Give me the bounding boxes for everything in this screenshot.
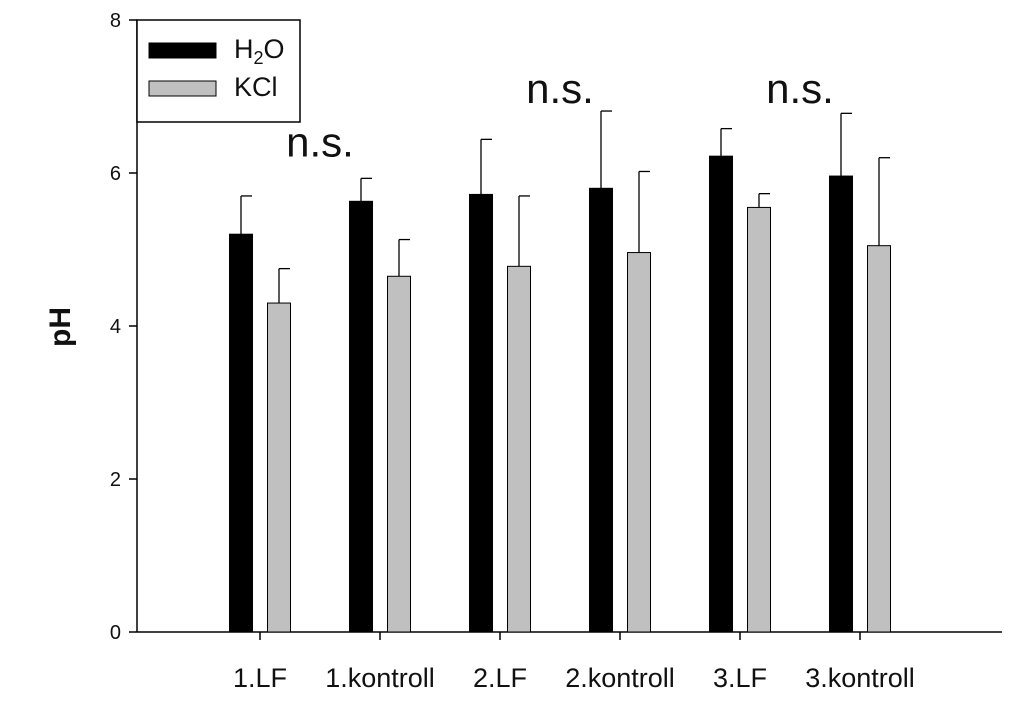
axes: 0 2 4 6 8 1.LF 1.kontroll 2.LF 2.kontroll 3.LF 3.k… (110, 10, 1002, 693)
y-tick-label: 0 (110, 622, 121, 644)
bar (469, 193, 493, 633)
x-tick-label: 1.LF (233, 663, 287, 693)
x-tick-label: 2.kontroll (565, 663, 675, 693)
annotation-ns: n.s. (766, 65, 834, 112)
legend: H2O KCl (136, 19, 301, 123)
legend-entry: H2O (234, 34, 285, 68)
bar (229, 233, 253, 633)
bar (627, 252, 651, 633)
x-tick-label: 3.kontroll (805, 663, 915, 693)
legend-swatch (148, 42, 217, 59)
y-tick-label: 6 (110, 163, 121, 185)
x-tick-label: 3.LF (713, 663, 767, 693)
annotation-ns: n.s. (286, 118, 354, 165)
legend-entry: KCl (234, 72, 278, 102)
y-tick-label: 8 (110, 10, 121, 32)
legend-box (136, 19, 301, 123)
annotation-ns: n.s. (526, 65, 594, 112)
legend-swatch (148, 80, 217, 97)
bar (829, 175, 853, 633)
y-axis-label: pH (44, 307, 77, 347)
error-bars (240, 110, 890, 304)
bar (709, 155, 733, 633)
bar (349, 200, 373, 633)
x-tick-label: 1.kontroll (325, 663, 435, 693)
bar (589, 187, 613, 633)
y-tick-label: 4 (110, 316, 121, 338)
bars (229, 155, 891, 633)
annotations: n.s. n.s. n.s. (286, 65, 834, 166)
bar (507, 265, 531, 633)
bar (747, 206, 771, 633)
bar (867, 245, 891, 633)
bar (387, 275, 411, 633)
y-tick-label: 2 (110, 469, 121, 491)
x-tick-label: 2.LF (473, 663, 527, 693)
bar (267, 302, 291, 633)
